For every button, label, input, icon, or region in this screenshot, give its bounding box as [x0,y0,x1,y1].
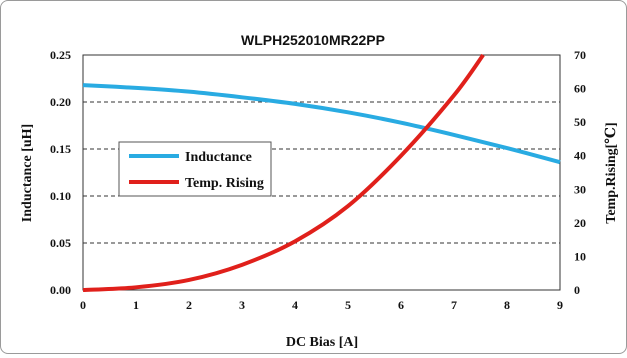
x-tick-label: 9 [557,298,563,312]
y2-tick-label: 50 [574,115,586,129]
y2-tick-label: 70 [574,48,586,62]
y-tick-label: 0.10 [50,189,71,203]
y2-tick-label: 40 [574,149,586,163]
y2-tick-label: 60 [574,82,586,96]
x-tick-label: 8 [504,298,510,312]
tick-labels: 0 1 2 3 4 5 6 7 8 9 0.00 0.05 0.10 0.15 0.20 0.25 0 10 20 3… [50,48,586,312]
y-tick-label: 0.00 [50,283,71,297]
y2-tick-label: 0 [574,283,580,297]
legend: Inductance Temp. Rising [118,141,272,197]
x-tick-label: 3 [239,298,245,312]
y2-axis-label: Temp.Rising[℃] [604,122,619,223]
temp-rising-line [82,53,485,292]
y2-tick-label: 10 [574,249,586,263]
y-tick-label: 0.25 [50,48,71,62]
y2-tick-label: 20 [574,216,586,230]
plot-area-border [82,54,561,291]
y-axis-label: Inductance [uH] [20,124,35,222]
x-tick-label: 7 [451,298,457,312]
x-axis-label: DC Bias [A] [286,335,358,350]
x-tick-label: 0 [80,298,86,312]
x-tick-label: 6 [398,298,404,312]
x-tick-label: 5 [345,298,351,312]
y-tick-label: 0.05 [50,236,71,250]
y-tick-label: 0.20 [50,95,71,109]
x-tick-label: 2 [186,298,192,312]
legend-label-inductance: Inductance [185,150,252,165]
chart-title: WLPH252010MR22PP [241,32,385,48]
legend-label-temp-rising: Temp. Rising [185,176,264,191]
series-lines [82,53,561,292]
y-tick-label: 0.15 [50,142,71,156]
x-tick-label: 4 [292,298,298,312]
y2-tick-label: 30 [574,182,586,196]
legend-box [118,141,272,197]
x-tick-label: 1 [133,298,139,312]
inductance-line [82,83,561,165]
